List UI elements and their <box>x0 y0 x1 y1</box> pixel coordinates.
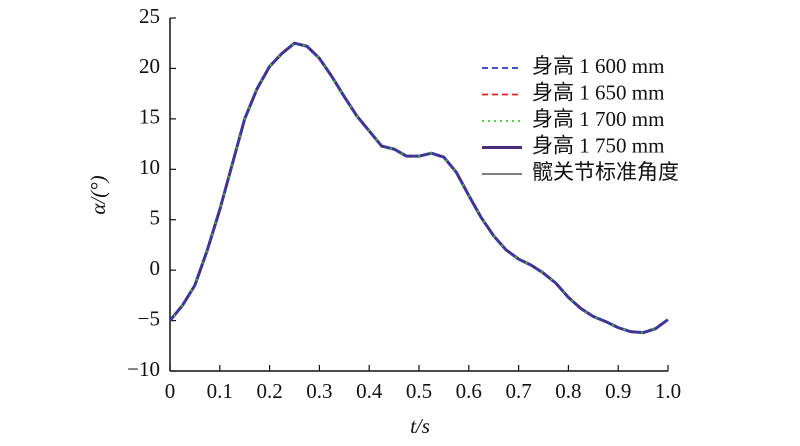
y-tick-label: 5 <box>150 206 161 230</box>
legend-label: 髋关节标准角度 <box>532 160 679 184</box>
x-axis-label: t/s <box>410 414 430 438</box>
y-tick-label: 20 <box>139 54 160 78</box>
y-tick-label: 10 <box>139 155 160 179</box>
y-tick-label: 0 <box>150 256 161 280</box>
x-tick-label: 0.8 <box>555 379 581 403</box>
x-tick-label: 0.2 <box>256 379 282 403</box>
x-tick-label: 0.7 <box>505 379 531 403</box>
series-line <box>169 42 669 334</box>
y-tick-label: 15 <box>139 105 160 129</box>
y-tick-label: 25 <box>139 4 160 28</box>
x-tick-label: 0.6 <box>456 379 482 403</box>
y-tick-label: −5 <box>138 306 160 330</box>
legend-label: 身高 1 700 mm <box>532 107 664 131</box>
x-tick-label: 0.1 <box>207 379 233 403</box>
x-tick-label: 0.9 <box>605 379 631 403</box>
legend-label: 身高 1 600 mm <box>532 54 664 78</box>
legend-label: 身高 1 750 mm <box>532 133 664 157</box>
x-tick-label: 0 <box>165 379 176 403</box>
x-tick-label: 0.5 <box>406 379 432 403</box>
y-tick-label: −10 <box>127 357 160 381</box>
x-tick-label: 0.4 <box>356 379 383 403</box>
series-line <box>169 42 669 334</box>
x-tick-label: 0.3 <box>306 379 332 403</box>
y-axis-label: α/(°) <box>86 175 110 214</box>
x-tick-label: 1.0 <box>655 379 681 403</box>
legend-label: 身高 1 650 mm <box>532 80 664 104</box>
